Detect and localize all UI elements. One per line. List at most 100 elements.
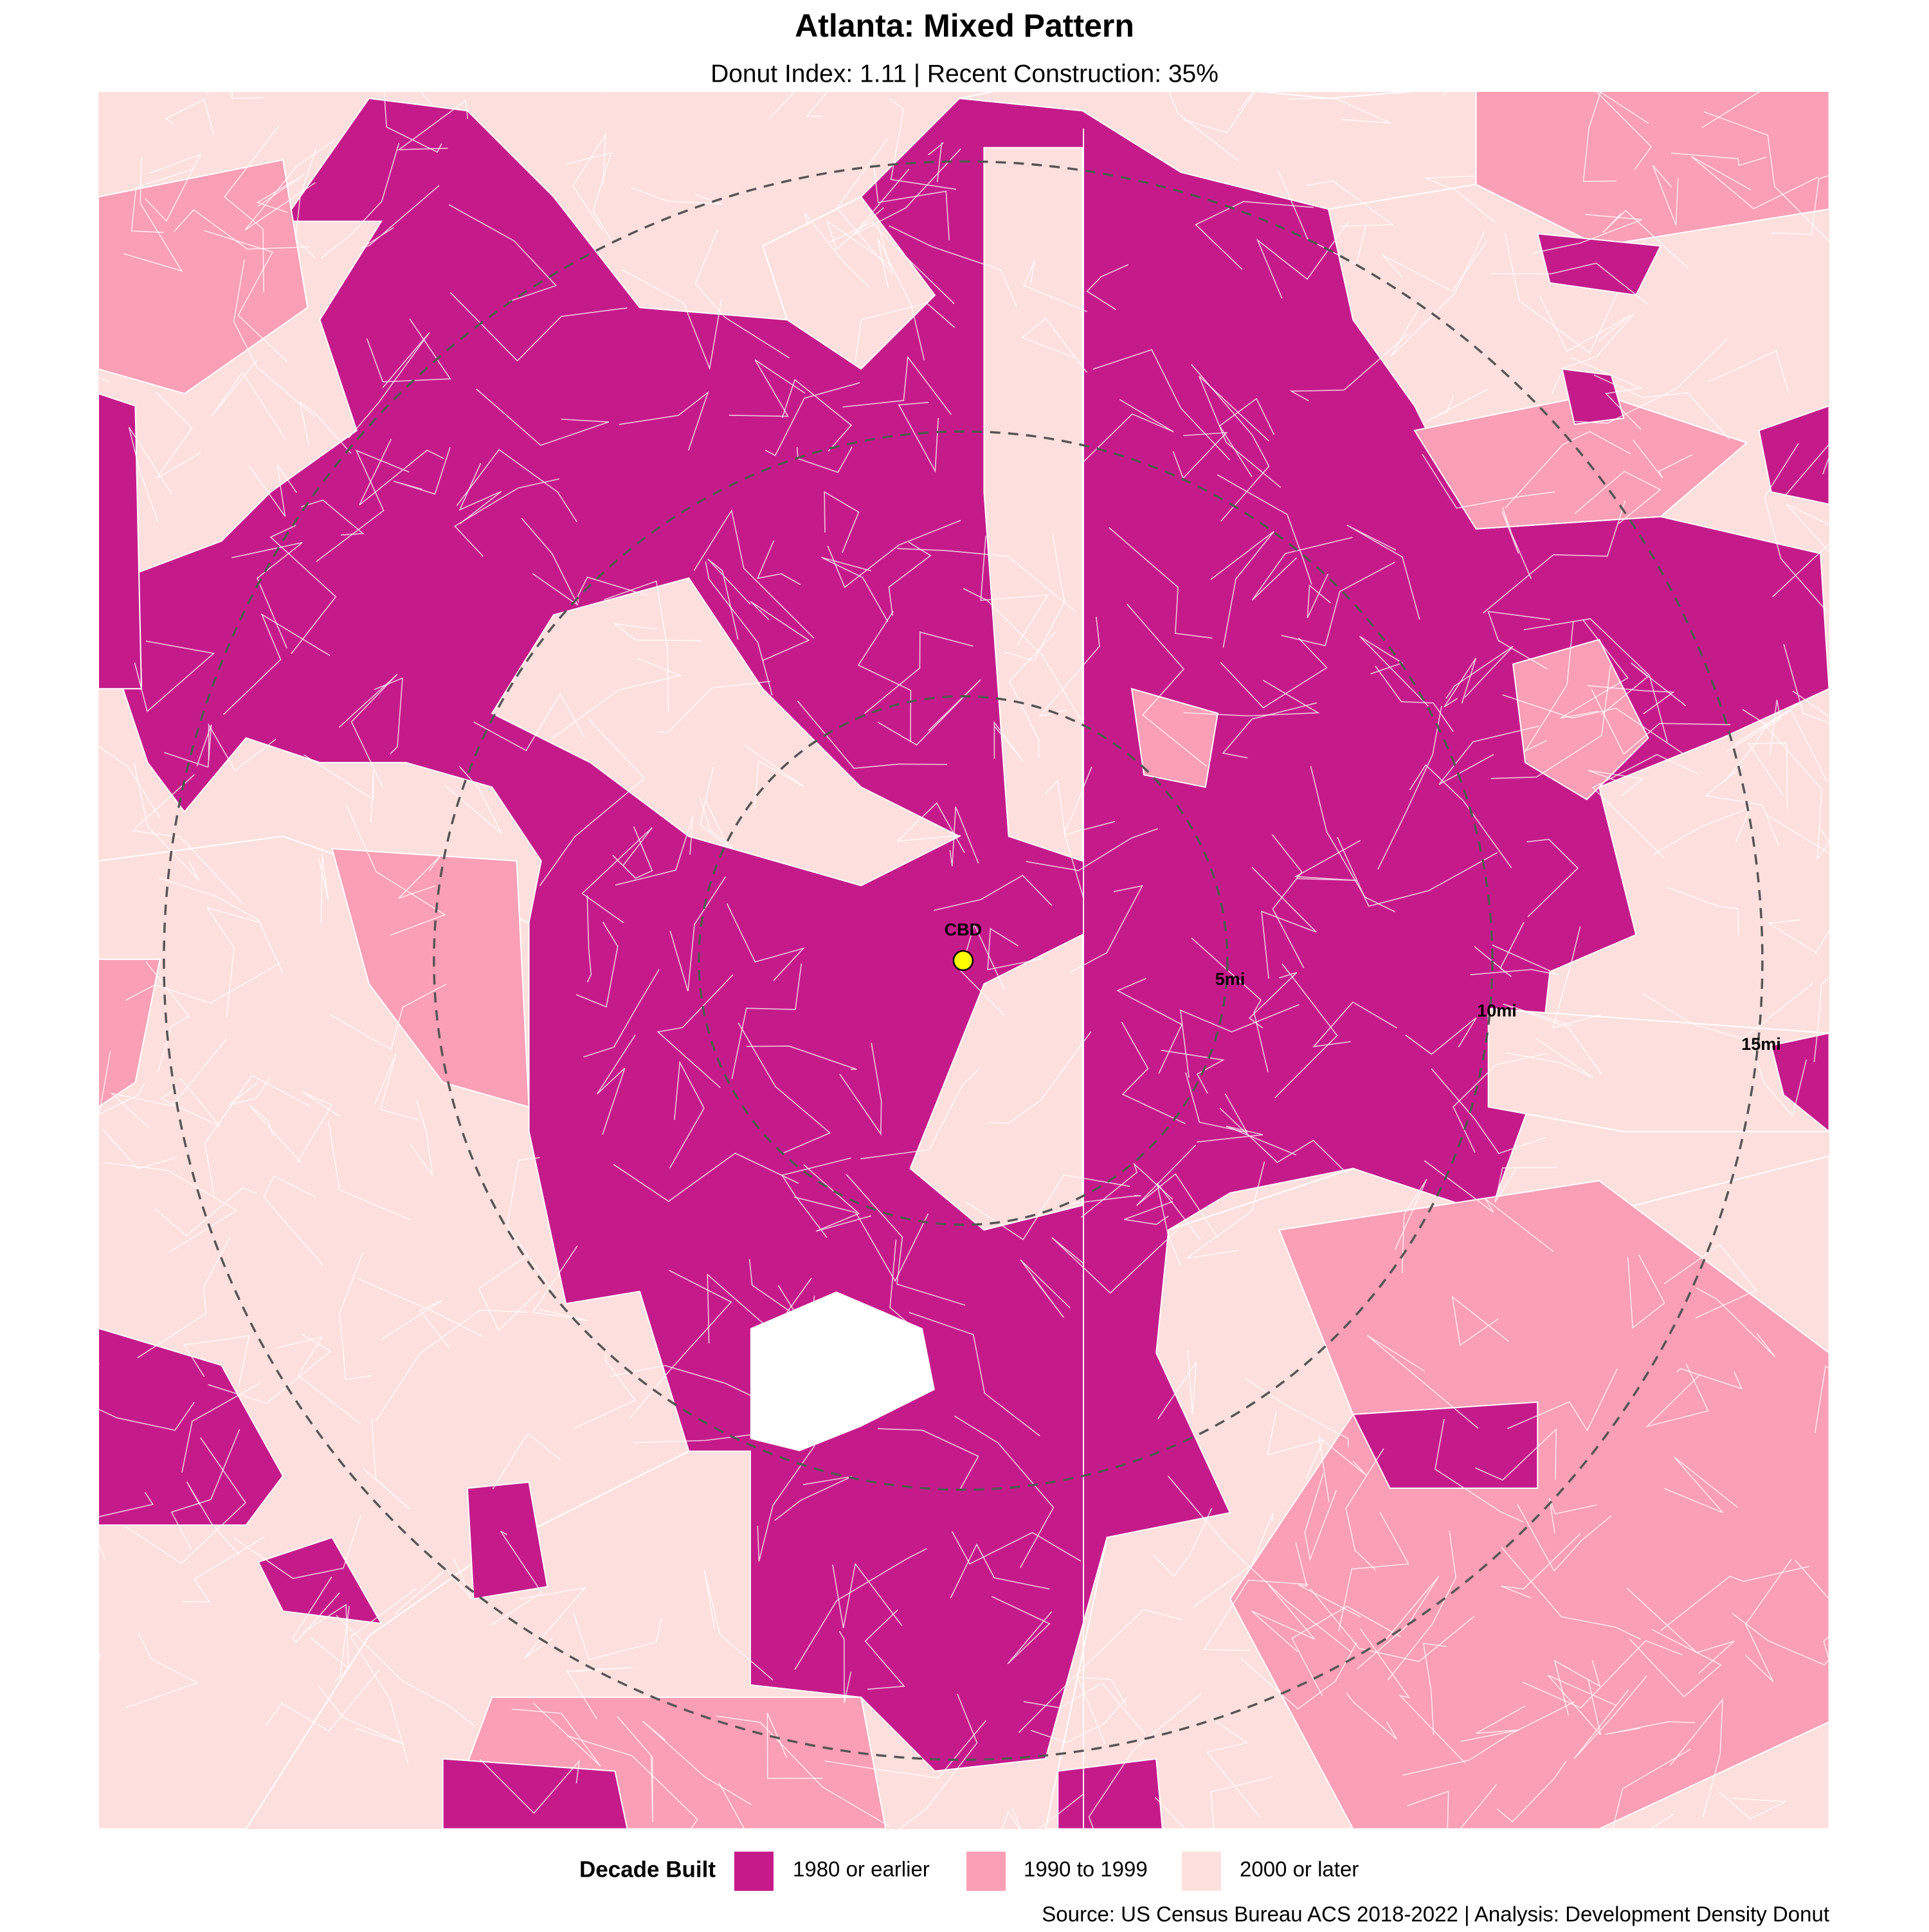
- tract-region: [1487, 1007, 1829, 1132]
- tract-boundary: [1570, 357, 1643, 430]
- tract-boundary: [1064, 766, 1092, 898]
- tract-boundary: [1588, 770, 1644, 797]
- tract-region: [257, 1537, 383, 1625]
- tract-boundary: [781, 1157, 851, 1238]
- tract-boundary: [602, 92, 607, 93]
- tract-boundary: [473, 692, 585, 752]
- tract-boundary: [1086, 264, 1129, 311]
- tract-boundary: [137, 1236, 231, 1359]
- tract-boundary: [222, 613, 331, 715]
- tract-boundary: [657, 681, 770, 734]
- tract-boundary: [1346, 1693, 1398, 1740]
- tract-boundary: [294, 148, 317, 258]
- tract-boundary: [1501, 1533, 1581, 1599]
- tract-boundary: [1642, 982, 1813, 1040]
- tract-boundary: [705, 561, 773, 696]
- tract-boundary: [539, 719, 646, 887]
- legend-title: Decade Built: [579, 1857, 716, 1882]
- tract-boundary: [1669, 1698, 1724, 1818]
- tract-boundary: [836, 137, 893, 275]
- legend-label: 2000 or later: [1240, 1857, 1359, 1881]
- tract-boundary: [750, 601, 810, 662]
- tract-boundary: [1517, 1504, 1612, 1572]
- tract-boundary: [729, 359, 806, 417]
- tract-boundary: [898, 402, 939, 473]
- cbd-label: CBD: [945, 920, 983, 939]
- tract-boundary: [233, 1515, 361, 1579]
- tract-region: [761, 195, 936, 370]
- tract-boundary: [1307, 573, 1331, 618]
- tract-boundary: [1310, 766, 1395, 912]
- tract-boundary: [716, 1715, 890, 1827]
- tract-boundary: [573, 1612, 662, 1661]
- tract-boundary: [1532, 213, 1642, 254]
- tract-boundary: [102, 1162, 238, 1253]
- tract-boundary: [1539, 296, 1632, 352]
- tract-boundary: [1553, 1659, 1601, 1716]
- tract-boundary: [1210, 530, 1274, 648]
- tract-boundary: [896, 802, 965, 853]
- tract-boundary: [1593, 374, 1730, 440]
- tract-boundary: [228, 1078, 271, 1106]
- tract-boundary: [1366, 1335, 1479, 1429]
- tract-boundary: [1724, 709, 1768, 782]
- tract-boundary: [1422, 454, 1555, 509]
- tract-boundary: [613, 1152, 799, 1202]
- tract-boundary: [98, 1360, 100, 1365]
- tract-boundary: [382, 1299, 450, 1348]
- tract-boundary: [612, 826, 653, 879]
- tract-boundary: [1124, 1201, 1173, 1225]
- tract-boundary: [1435, 1418, 1524, 1523]
- tract-boundary: [366, 318, 451, 383]
- tract-boundary: [951, 1531, 1082, 1565]
- tract-region: [442, 1758, 628, 1829]
- tract-boundary: [1547, 1674, 1617, 1736]
- tract-boundary: [263, 1175, 323, 1265]
- tract-boundary: [336, 1614, 476, 1727]
- tract-boundary: [1748, 742, 1788, 809]
- tract-boundary: [1707, 350, 1789, 393]
- tract-boundary: [1487, 611, 1550, 670]
- tract-boundary: [604, 580, 669, 712]
- tract-boundary: [1345, 1448, 1384, 1571]
- tract-boundary: [839, 1042, 882, 1136]
- tract-boundary: [1172, 431, 1228, 480]
- tract-region: [983, 147, 1083, 862]
- tract-boundary: [123, 158, 183, 272]
- tract-boundary: [131, 774, 244, 905]
- tract-boundary: [1490, 665, 1611, 779]
- tract-boundary: [806, 92, 828, 118]
- legend-label: 1980 or earlier: [793, 1857, 930, 1881]
- tract-boundary: [573, 1354, 637, 1429]
- tract-boundary: [186, 1481, 240, 1556]
- tract-boundary: [109, 1038, 227, 1128]
- tract-boundary: [456, 449, 577, 523]
- tract-boundary: [1359, 636, 1429, 707]
- tract-boundary: [1390, 231, 1485, 357]
- tract-boundary: [1795, 1559, 1829, 1662]
- tract-boundary: [766, 1712, 823, 1779]
- tract-boundary: [256, 174, 305, 213]
- tract-boundary: [316, 449, 410, 563]
- tract-boundary: [231, 542, 303, 649]
- tract-boundary: [1394, 1178, 1427, 1274]
- tract-boundary: [1182, 92, 1256, 134]
- tract-boundary: [877, 679, 981, 746]
- tract-boundary: [492, 1433, 561, 1490]
- tract-boundary: [746, 1045, 857, 1070]
- tract-boundary: [1356, 1576, 1440, 1670]
- tract-boundary: [669, 1060, 705, 1169]
- source-note: Source: US Census Bureau ACS 2018-2022 |…: [1042, 1902, 1829, 1926]
- tract-boundary: [155, 392, 201, 479]
- tract-boundary: [145, 153, 202, 222]
- tract-boundary: [329, 983, 447, 1051]
- tract-boundary: [550, 658, 682, 741]
- tract-region: [331, 847, 530, 1108]
- tract-boundary: [615, 816, 694, 886]
- tract-region: [909, 934, 1083, 1231]
- tract-boundary: [491, 1530, 543, 1625]
- tract-boundary: [128, 427, 173, 522]
- tract-boundary: [1560, 619, 1629, 719]
- tract-boundary: [420, 92, 433, 106]
